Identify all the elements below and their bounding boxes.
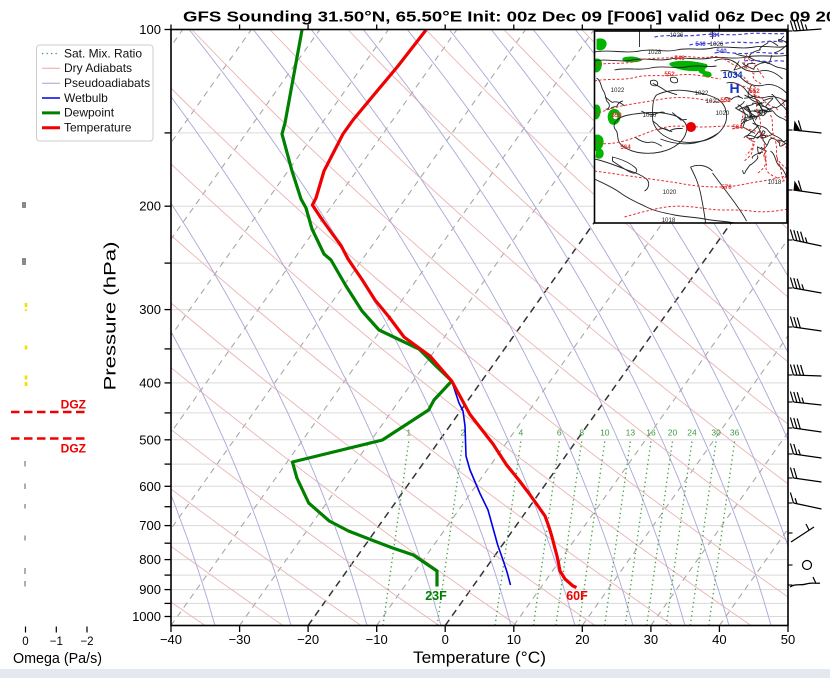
svg-text:1: 1 xyxy=(406,428,411,438)
svg-text:10: 10 xyxy=(600,428,610,438)
svg-text:1034: 1034 xyxy=(722,70,742,80)
svg-text:1026: 1026 xyxy=(710,41,724,48)
svg-text:0: 0 xyxy=(22,636,28,648)
svg-text:1022: 1022 xyxy=(611,87,625,94)
svg-text:Dewpoint: Dewpoint xyxy=(64,106,115,120)
svg-text:10: 10 xyxy=(507,632,521,647)
svg-text:−1: −1 xyxy=(50,636,63,648)
svg-text:Omega (Pa/s): Omega (Pa/s) xyxy=(13,650,102,667)
svg-text:600: 600 xyxy=(139,479,161,494)
svg-text:300: 300 xyxy=(139,302,161,317)
svg-text:1020: 1020 xyxy=(663,189,677,196)
svg-text:200: 200 xyxy=(139,199,161,214)
svg-text:−40: −40 xyxy=(160,632,182,647)
svg-text:16: 16 xyxy=(646,428,656,438)
svg-text:−20: −20 xyxy=(297,632,319,647)
svg-text:GFS Sounding 31.50°N, 65.50°E: GFS Sounding 31.50°N, 65.50°E Init: 00z … xyxy=(183,9,830,26)
svg-text:Wetbulb: Wetbulb xyxy=(64,91,108,105)
svg-text:23F: 23F xyxy=(425,589,447,603)
svg-text:−2: −2 xyxy=(80,636,93,648)
svg-text:Temperature: Temperature xyxy=(64,121,132,135)
svg-text:570: 570 xyxy=(721,184,732,191)
svg-text:800: 800 xyxy=(139,552,161,567)
svg-text:540: 540 xyxy=(716,48,727,55)
svg-text:H: H xyxy=(729,80,739,96)
svg-text:Sat. Mix. Ratio: Sat. Mix. Ratio xyxy=(64,46,142,60)
svg-text:20: 20 xyxy=(575,632,589,647)
svg-text:−10: −10 xyxy=(366,632,388,647)
svg-text:900: 900 xyxy=(139,582,161,597)
svg-text:1028: 1028 xyxy=(648,49,662,56)
svg-text:−30: −30 xyxy=(229,632,251,647)
svg-text:13: 13 xyxy=(626,428,636,438)
svg-text:1018: 1018 xyxy=(662,217,676,224)
svg-text:552: 552 xyxy=(749,88,760,95)
svg-text:30: 30 xyxy=(644,632,658,647)
svg-text:546: 546 xyxy=(674,55,685,62)
svg-text:6: 6 xyxy=(557,428,562,438)
svg-text:40: 40 xyxy=(712,632,726,647)
svg-text:1022: 1022 xyxy=(706,98,720,105)
svg-text:400: 400 xyxy=(139,375,161,390)
svg-text:0: 0 xyxy=(442,632,449,647)
svg-text:50: 50 xyxy=(781,632,795,647)
svg-text:558: 558 xyxy=(611,112,622,119)
svg-text:DGZ: DGZ xyxy=(61,442,86,456)
svg-text:36: 36 xyxy=(730,428,740,438)
svg-text:60F: 60F xyxy=(566,589,588,603)
svg-text:DGZ: DGZ xyxy=(61,398,86,412)
svg-text:558: 558 xyxy=(720,97,731,104)
svg-text:552: 552 xyxy=(664,71,675,78)
svg-text:4: 4 xyxy=(519,428,524,438)
svg-text:564: 564 xyxy=(732,124,743,131)
svg-text:564: 564 xyxy=(620,144,631,151)
svg-text:2: 2 xyxy=(461,428,466,438)
svg-text:30: 30 xyxy=(711,428,721,438)
svg-text:Temperature (°C): Temperature (°C) xyxy=(413,649,546,667)
svg-text:20: 20 xyxy=(668,428,678,438)
svg-text:Dry Adiabats: Dry Adiabats xyxy=(64,61,132,75)
svg-text:584: 584 xyxy=(709,32,720,39)
svg-text:700: 700 xyxy=(139,518,161,533)
svg-text:100: 100 xyxy=(139,22,161,37)
svg-text:500: 500 xyxy=(139,432,161,447)
svg-text:540: 540 xyxy=(695,41,706,48)
svg-text:Pseudoadiabats: Pseudoadiabats xyxy=(64,76,150,90)
svg-text:1022: 1022 xyxy=(695,90,709,97)
svg-text:1018: 1018 xyxy=(768,179,782,186)
svg-text:Pressure (hPa): Pressure (hPa) xyxy=(101,242,120,391)
svg-text:1020: 1020 xyxy=(716,110,730,117)
svg-text:8: 8 xyxy=(579,428,584,438)
svg-text:1000: 1000 xyxy=(132,609,161,624)
svg-text:1020: 1020 xyxy=(643,112,657,119)
svg-text:24: 24 xyxy=(687,428,697,438)
svg-text:1026: 1026 xyxy=(670,32,684,39)
